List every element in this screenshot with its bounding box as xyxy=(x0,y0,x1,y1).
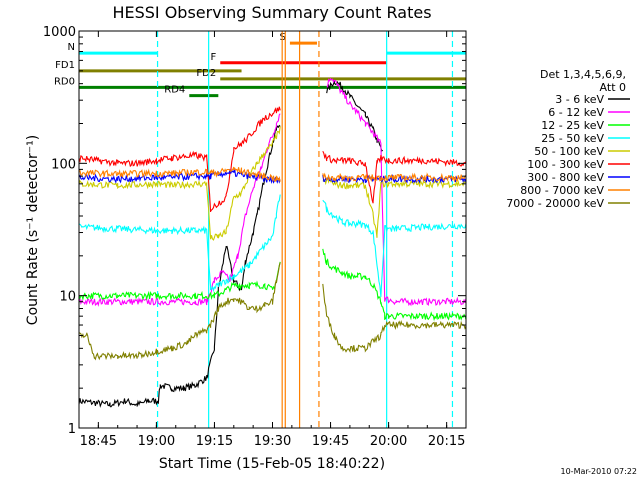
flag-rd0-label: RD0 xyxy=(54,76,75,87)
legend-header-line-1: Att 0 xyxy=(600,81,626,94)
x-tick-label-5: 20:00 xyxy=(370,434,407,449)
series-line-7000-20000-kev-kev xyxy=(78,262,467,361)
legend-label-0: 3 - 6 keV xyxy=(555,93,604,106)
y-tick-label-1: 10 xyxy=(59,290,76,305)
series-line-6-12-kev-kev xyxy=(78,78,467,307)
series-line-100-300-kev-kev xyxy=(78,106,467,213)
x-tick-label-3: 19:30 xyxy=(254,434,291,449)
legend-label-2: 12 - 25 keV xyxy=(541,119,604,132)
legend-label-8: 7000 - 20000 keV xyxy=(506,197,604,210)
vertical-lines-layer xyxy=(156,31,454,428)
series-line-800-7000-kev-kev xyxy=(78,166,467,183)
x-tick-label-1: 19:00 xyxy=(138,434,175,449)
timestamp-stamp: 10-Mar-2010 07:22 xyxy=(561,467,638,476)
legend-header-line-0: Det 1,3,4,5,6,9, xyxy=(540,68,626,81)
x-axis-title: Start Time (15-Feb-05 18:40:22) xyxy=(159,456,385,472)
flag-rd4-label: RD4 xyxy=(164,85,185,96)
x-tick-label-2: 19:15 xyxy=(196,434,233,449)
legend-label-6: 300 - 800 keV xyxy=(527,171,604,184)
legend-label-5: 100 - 300 keV xyxy=(527,158,604,171)
x-tick-label-6: 20:15 xyxy=(428,434,465,449)
y-tick-label-0: 1 xyxy=(68,422,76,437)
flags-layer: NSFFD1FD2RD0RD4 xyxy=(54,32,466,98)
chart-title: HESSI Observing Summary Count Rates xyxy=(112,3,431,22)
series-line-12-25-kev-kev xyxy=(78,248,467,322)
legend-label-4: 50 - 100 keV xyxy=(534,145,604,158)
series-layer xyxy=(78,78,467,408)
legend-label-7: 800 - 7000 keV xyxy=(520,184,604,197)
y-axis-title: Count Rate (s⁻¹ detector⁻¹) xyxy=(25,135,41,325)
y-tick-label-3: 1000 xyxy=(43,25,76,40)
flag-f-label: F xyxy=(210,52,216,63)
flag-n-label: N xyxy=(68,42,75,53)
x-tick-label-4: 19:45 xyxy=(312,434,349,449)
x-tick-label-0: 18:45 xyxy=(80,434,117,449)
legend-label-1: 6 - 12 keV xyxy=(548,106,604,119)
ticks-layer: 18:45 19:00 19:15 19:30 19:45 20:00 20:15 1 10 10… xyxy=(43,25,466,449)
legend-label-3: 25 - 50 keV xyxy=(541,132,604,145)
flag-fd2-label: FD2 xyxy=(196,68,216,79)
series-line-25-50-kev-kev xyxy=(78,194,467,298)
y-tick-label-2: 100 xyxy=(51,157,76,172)
flag-fd1-label: FD1 xyxy=(55,60,75,71)
